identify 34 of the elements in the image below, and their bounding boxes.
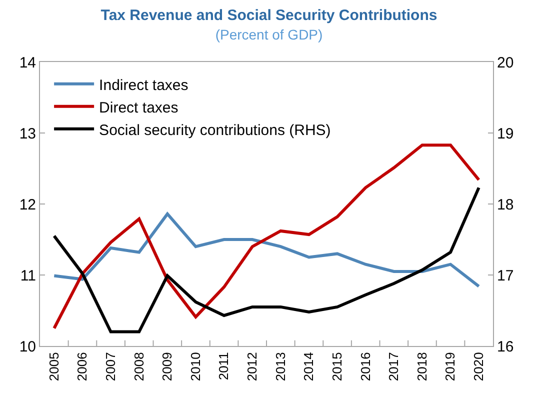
y-tick-label: 11 <box>20 267 36 284</box>
y2-tick-label: 17 <box>497 267 514 284</box>
line-series <box>52 144 480 330</box>
x-tick-label: 2020 <box>471 352 486 382</box>
x-tick-label: 2009 <box>160 352 175 382</box>
chart-subtitle: (Percent of GDP) <box>215 26 323 43</box>
y-tick-label: 10 <box>19 338 36 356</box>
y2-tick-label: 18 <box>497 196 514 214</box>
x-tick-label: 2019 <box>442 352 458 382</box>
legend-label: Indirect taxes <box>99 76 188 94</box>
x-tick-label: 2016 <box>358 352 373 382</box>
x-tick-label: 2015 <box>330 352 345 382</box>
line-series <box>52 212 480 288</box>
y-tick-label: 13 <box>19 125 36 142</box>
x-tick-label: 2014 <box>301 352 316 382</box>
x-tick-label: 2012 <box>244 352 260 382</box>
x-tick-label: 2006 <box>74 352 90 382</box>
y2-tick-label: 16 <box>497 338 514 356</box>
legend-label: Direct taxes <box>99 99 178 116</box>
x-tick-label: 2018 <box>414 352 430 382</box>
line-series <box>52 186 480 334</box>
y2-tick-label: 20 <box>497 54 514 72</box>
x-tick-label: 2008 <box>131 352 146 382</box>
x-tick-label: 2017 <box>386 352 402 382</box>
x-tick-label: 2005 <box>46 352 62 382</box>
x-tick-label: 2010 <box>188 352 203 382</box>
legend-label: Social security contributions (RHS) <box>99 122 331 139</box>
x-tick-label: 2007 <box>103 352 118 382</box>
chart-title: Tax Revenue and Social Security Contributions <box>100 7 438 24</box>
y-tick-label: 12 <box>19 196 36 214</box>
x-tick-label: 2013 <box>272 352 288 382</box>
x-tick-label: 2011 <box>216 352 232 380</box>
y-tick-label: 14 <box>19 54 36 72</box>
y2-tick-label: 19 <box>497 125 514 142</box>
